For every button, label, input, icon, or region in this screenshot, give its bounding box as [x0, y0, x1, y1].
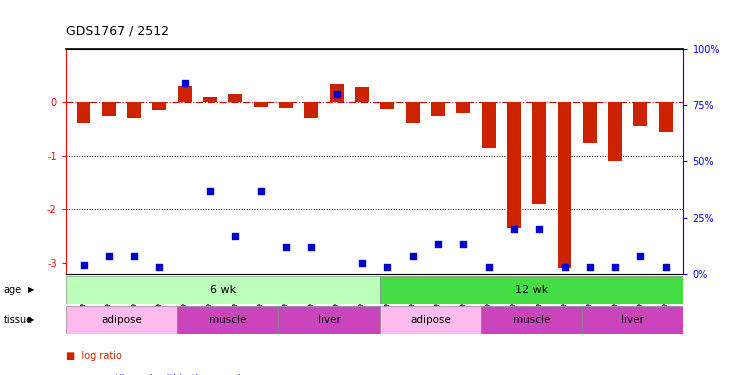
Bar: [507, 102, 520, 228]
Point: [609, 264, 621, 270]
Bar: [379, 276, 683, 304]
Point: [458, 242, 469, 248]
Point: [129, 253, 140, 259]
Text: age: age: [4, 285, 22, 295]
Point: [255, 188, 267, 194]
Text: GDS1767 / 2512: GDS1767 / 2512: [66, 24, 169, 38]
Point: [635, 253, 646, 259]
Text: 6 wk: 6 wk: [210, 285, 236, 295]
Bar: [66, 276, 379, 304]
Text: ■  log ratio: ■ log ratio: [66, 351, 121, 361]
Bar: [229, 94, 243, 102]
Point: [103, 253, 115, 259]
Text: tissue: tissue: [4, 315, 33, 325]
Bar: [532, 102, 546, 204]
Bar: [431, 102, 445, 116]
Point: [204, 188, 216, 194]
Bar: [304, 102, 318, 118]
Point: [508, 226, 520, 232]
Bar: [279, 102, 293, 108]
Point: [230, 232, 241, 238]
Text: muscle: muscle: [513, 315, 550, 325]
Text: 12 wk: 12 wk: [515, 285, 548, 295]
Bar: [153, 102, 167, 110]
Point: [584, 264, 596, 270]
Bar: [482, 102, 496, 148]
Point: [406, 253, 418, 259]
Bar: [127, 102, 141, 118]
Bar: [355, 87, 369, 102]
Bar: [77, 102, 91, 123]
Point: [306, 244, 317, 250]
Bar: [203, 97, 217, 102]
Point: [482, 264, 494, 270]
Bar: [406, 102, 420, 123]
Bar: [330, 84, 344, 102]
Text: adipose: adipose: [410, 315, 451, 325]
Point: [660, 264, 672, 270]
Bar: [583, 102, 596, 142]
Bar: [380, 102, 394, 109]
Point: [356, 260, 368, 266]
Bar: [279, 306, 379, 334]
Bar: [254, 102, 268, 106]
Point: [432, 242, 444, 248]
Text: liver: liver: [318, 315, 341, 325]
Bar: [634, 102, 648, 126]
Point: [382, 264, 393, 270]
Bar: [659, 102, 673, 132]
Bar: [481, 306, 582, 334]
Text: ▶: ▶: [28, 315, 34, 324]
Point: [534, 226, 545, 232]
Point: [331, 91, 343, 97]
Bar: [177, 306, 279, 334]
Bar: [379, 306, 481, 334]
Bar: [608, 102, 622, 161]
Bar: [456, 102, 470, 113]
Point: [179, 80, 191, 86]
Bar: [582, 306, 683, 334]
Point: [558, 264, 570, 270]
Text: adipose: adipose: [101, 315, 142, 325]
Text: ■  percentile rank within the sample: ■ percentile rank within the sample: [66, 374, 246, 375]
Bar: [558, 102, 572, 268]
Text: ▶: ▶: [28, 285, 34, 294]
Point: [280, 244, 292, 250]
Point: [77, 262, 89, 268]
Bar: [178, 86, 192, 102]
Text: liver: liver: [621, 315, 644, 325]
Bar: [102, 102, 115, 116]
Point: [154, 264, 165, 270]
Text: muscle: muscle: [209, 315, 246, 325]
Bar: [66, 306, 177, 334]
